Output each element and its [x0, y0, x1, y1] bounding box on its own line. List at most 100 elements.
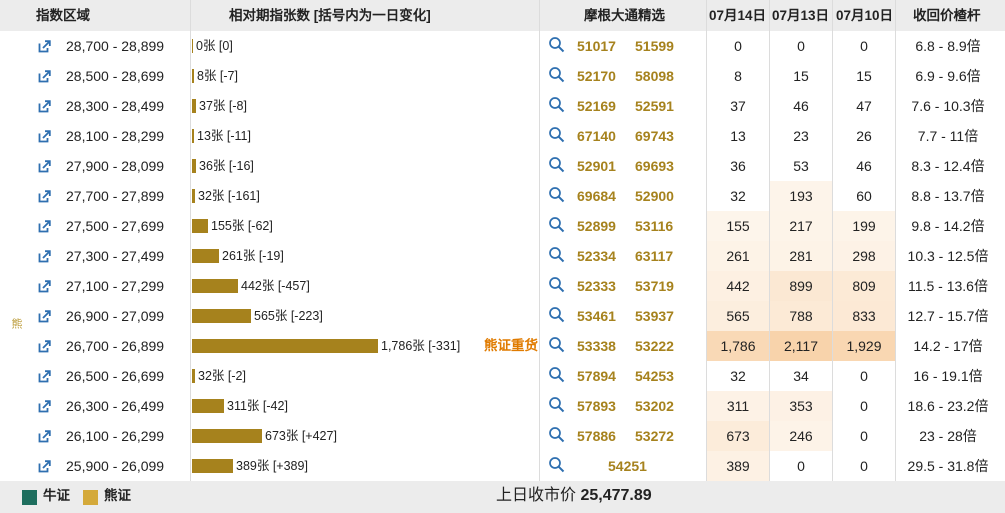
index-range: 27,500 - 27,699	[66, 218, 165, 234]
bull-legend-label: 牛证	[43, 488, 70, 503]
warrant-code-link[interactable]: 52334	[577, 248, 616, 264]
previous-close-value: 25,477.89	[580, 487, 652, 504]
external-link-icon[interactable]	[38, 400, 51, 413]
warrant-code-link[interactable]: 52899	[577, 218, 616, 234]
recall-range: 9.8 - 14.2倍	[911, 218, 985, 234]
external-link-icon[interactable]	[38, 70, 51, 83]
warrant-code-link[interactable]: 51017	[577, 38, 616, 54]
warrant-code-link[interactable]: 51599	[635, 38, 674, 54]
search-icon[interactable]	[548, 426, 566, 444]
count-cell-d1: 0	[734, 38, 742, 54]
recall-range: 23 - 28倍	[919, 428, 977, 444]
count-cell-d1: 311	[707, 391, 769, 421]
warrant-code-link[interactable]: 53937	[635, 308, 674, 324]
table-row: 28,700 - 28,899 0张 [0] 51017 51599 0 0 0 6.8 - …	[0, 31, 1005, 61]
count-bar-label: 37张 [-8]	[199, 99, 247, 113]
external-link-icon[interactable]	[38, 40, 51, 53]
warrant-code-link[interactable]: 52901	[577, 158, 616, 174]
external-link-icon[interactable]	[38, 370, 51, 383]
footer-bar: 牛证 熊证 上日收市价 25,477.89	[0, 481, 1005, 513]
count-cell-d1: 8	[734, 68, 742, 84]
warrant-code-link[interactable]: 53116	[635, 218, 674, 234]
count-cell-d2: 46	[793, 98, 809, 114]
warrant-code-link[interactable]: 53272	[635, 428, 674, 444]
warrant-code-link[interactable]: 53222	[635, 338, 674, 354]
warrant-code-link[interactable]: 57893	[577, 398, 616, 414]
warrant-code-link[interactable]: 57886	[577, 428, 616, 444]
warrant-code-link[interactable]: 52900	[635, 188, 674, 204]
external-link-icon[interactable]	[38, 100, 51, 113]
warrant-code-link[interactable]: 52169	[577, 98, 616, 114]
warrant-code-link[interactable]: 53338	[577, 338, 616, 354]
search-icon[interactable]	[548, 366, 566, 384]
column-divider	[769, 0, 770, 481]
count-cell-d2: 217	[770, 211, 832, 241]
recall-range: 29.5 - 31.8倍	[907, 458, 989, 474]
external-link-icon[interactable]	[38, 430, 51, 443]
external-link-icon[interactable]	[38, 130, 51, 143]
search-icon[interactable]	[548, 66, 566, 84]
previous-close-label: 上日收市价	[496, 487, 577, 504]
count-cell-d1: 565	[707, 301, 769, 331]
col-header-date-2: 07月13日	[772, 8, 830, 23]
search-icon[interactable]	[548, 246, 566, 264]
table-row: 26,500 - 26,699 32张 [-2] 57894 54253 32 34 0 16…	[0, 361, 1005, 391]
warrant-code-link[interactable]: 63117	[635, 248, 674, 264]
warrant-code-link[interactable]: 67140	[577, 128, 616, 144]
count-cell-d3: 809	[833, 271, 895, 301]
search-icon[interactable]	[548, 276, 566, 294]
warrant-code-link[interactable]: 54253	[635, 368, 674, 384]
external-link-icon[interactable]	[38, 220, 51, 233]
warrant-code-link[interactable]: 52591	[635, 98, 674, 114]
search-icon[interactable]	[548, 96, 566, 114]
external-link-icon[interactable]	[38, 160, 51, 173]
external-link-icon[interactable]	[38, 340, 51, 353]
count-cell-d1: 155	[707, 211, 769, 241]
warrant-code-link[interactable]: 69684	[577, 188, 616, 204]
search-icon[interactable]	[548, 456, 566, 474]
count-bar	[192, 339, 378, 353]
count-cell-d1: 32	[730, 368, 746, 384]
table-row: 27,100 - 27,299 442张 [-457] 52333 53719 442 8…	[0, 271, 1005, 301]
search-icon[interactable]	[548, 306, 566, 324]
warrant-code-link[interactable]: 69743	[635, 128, 674, 144]
search-icon[interactable]	[548, 156, 566, 174]
count-cell-d2: 53	[793, 158, 809, 174]
search-icon[interactable]	[548, 186, 566, 204]
search-icon[interactable]	[548, 336, 566, 354]
warrant-code-link[interactable]: 53461	[577, 308, 616, 324]
search-icon[interactable]	[548, 216, 566, 234]
warrant-code-link[interactable]: 57894	[577, 368, 616, 384]
external-link-icon[interactable]	[38, 280, 51, 293]
external-link-icon[interactable]	[38, 250, 51, 263]
column-divider	[832, 0, 833, 481]
warrant-code-link[interactable]: 58098	[635, 68, 674, 84]
col-header-date-1: 07月14日	[709, 8, 767, 23]
warrant-code-link[interactable]: 54251	[608, 458, 647, 474]
count-cell-d1: 36	[730, 158, 746, 174]
warrant-code-link[interactable]: 69693	[635, 158, 674, 174]
count-bar	[192, 459, 233, 473]
external-link-icon[interactable]	[38, 310, 51, 323]
search-icon[interactable]	[548, 36, 566, 54]
index-range: 27,900 - 28,099	[66, 158, 165, 174]
external-link-icon[interactable]	[38, 190, 51, 203]
search-icon[interactable]	[548, 126, 566, 144]
index-range: 25,900 - 26,099	[66, 458, 165, 474]
warrant-code-link[interactable]: 53719	[635, 278, 674, 294]
warrant-code-link[interactable]: 53202	[635, 398, 674, 414]
count-cell-d3: 60	[856, 188, 872, 204]
table-row: 26,100 - 26,299 673张 [+427] 57886 53272 673 2…	[0, 421, 1005, 451]
count-bar	[192, 219, 208, 233]
warrant-code-link[interactable]: 52333	[577, 278, 616, 294]
search-icon[interactable]	[548, 396, 566, 414]
warrant-code-link[interactable]: 52170	[577, 68, 616, 84]
count-bar	[192, 369, 195, 383]
index-range: 27,700 - 27,899	[66, 188, 165, 204]
count-cell-d3: 47	[856, 98, 872, 114]
bear-legend-label: 熊证	[104, 488, 131, 503]
external-link-icon[interactable]	[38, 460, 51, 473]
count-cell-d2: 281	[770, 241, 832, 271]
count-cell-d2: 15	[793, 68, 809, 84]
count-cell-d2: 34	[793, 368, 809, 384]
